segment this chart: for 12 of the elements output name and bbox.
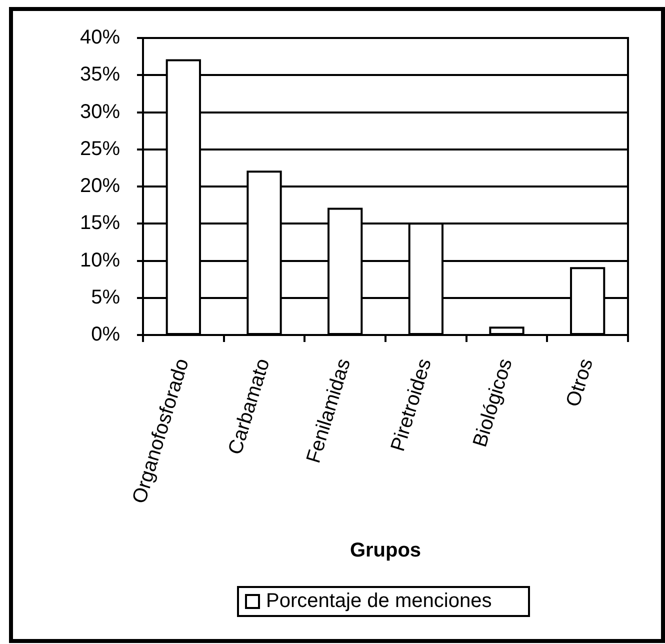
y-tick-label: 15% [80,212,120,234]
y-tick-label: 20% [80,175,120,198]
text: Porcentaje de menciones [266,590,492,612]
y-tick-label: 25% [80,138,120,160]
y-tick-label: 30% [80,100,120,123]
y-tick-label: 10% [80,249,120,272]
y-tick-label: 0% [91,324,120,346]
y-tick-label: 35% [80,64,120,86]
x-tick-label: Otros [562,356,598,410]
y-tick-label: 40% [80,26,120,49]
y-tick-label: 5% [91,286,120,308]
x-axis-title: Grupos [350,540,422,562]
